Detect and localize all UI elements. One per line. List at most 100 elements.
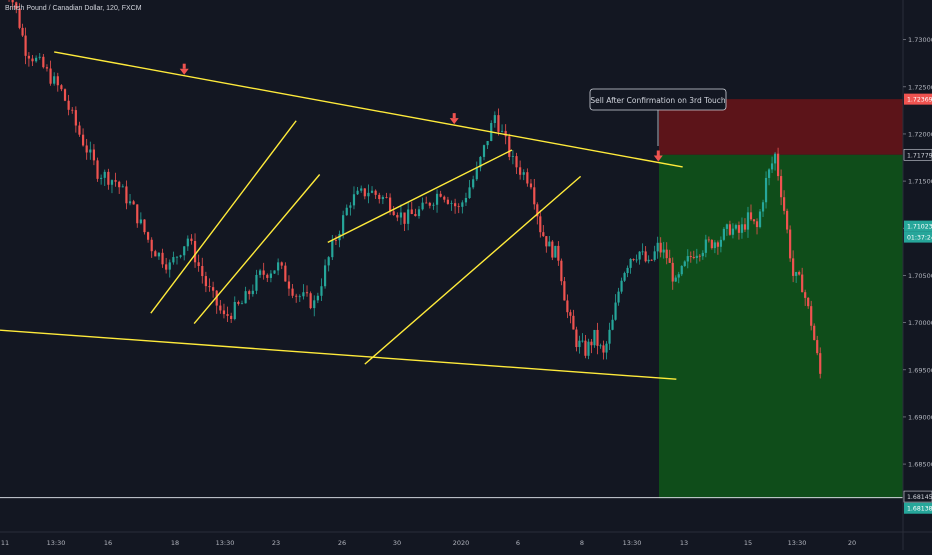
candle-body — [248, 291, 251, 295]
candle-body — [103, 171, 106, 178]
candle-body — [342, 215, 345, 234]
candle-body — [114, 180, 117, 182]
candle-body — [653, 251, 656, 260]
candle-body — [590, 341, 593, 346]
candle-body — [331, 240, 334, 258]
candle-body — [381, 197, 384, 200]
candle-body — [78, 125, 81, 135]
touch-marker-2-stem — [452, 113, 456, 119]
candle-body — [320, 286, 323, 296]
time-tick-label: 23 — [272, 539, 280, 547]
candle-body — [801, 274, 804, 293]
candle-body — [49, 68, 52, 84]
candle-body — [593, 329, 596, 346]
time-tick-label: 20 — [848, 539, 856, 547]
candle-body — [519, 167, 522, 175]
candle-body — [578, 340, 581, 348]
candle-body — [695, 255, 698, 258]
candle-body — [277, 262, 280, 271]
candle-body — [617, 291, 620, 303]
candle-body — [482, 145, 486, 157]
price-tick-label: 1.70000 — [908, 319, 932, 327]
trendline-channel-1b[interactable] — [193, 174, 321, 324]
candle-body — [85, 145, 88, 153]
trendline-channel-2a[interactable] — [327, 149, 513, 244]
candle-body — [150, 239, 153, 252]
candle-body — [737, 225, 741, 233]
candle-body — [251, 290, 254, 295]
touch-marker-2-arrow-icon — [449, 118, 459, 125]
candle-body — [551, 241, 554, 258]
candle-body — [575, 329, 578, 348]
candle-body — [767, 169, 771, 178]
candle-body — [172, 257, 175, 263]
candle-body — [773, 153, 777, 164]
candle-body — [761, 202, 765, 212]
candle-body — [136, 204, 139, 224]
price-tick-label: 1.70500 — [908, 272, 932, 280]
trendline-channel-1a[interactable] — [150, 120, 297, 314]
candle-body — [665, 249, 668, 259]
price-tick-label: 1.72000 — [908, 130, 932, 138]
candle-body — [647, 259, 650, 262]
price-label-countdown-text: 01:37:24 — [907, 235, 932, 242]
candle-body — [632, 258, 635, 260]
candle-body — [743, 224, 747, 230]
candle-body — [810, 306, 813, 326]
candle-body — [644, 251, 647, 262]
candle-body — [356, 190, 359, 195]
annotation-text: Sell After Confirmation on 3rd Touch — [590, 96, 726, 105]
price-label-current — [904, 220, 932, 232]
candle-body — [378, 194, 381, 200]
candle-body — [752, 219, 756, 222]
candle-body — [686, 256, 689, 262]
candle-body — [746, 212, 750, 230]
candle-body — [233, 301, 236, 319]
candle-body — [100, 177, 103, 179]
candle-body — [230, 315, 233, 319]
candle-body — [722, 228, 726, 240]
time-tick-label: 13:30 — [788, 539, 807, 547]
candle-body — [385, 197, 388, 198]
candle-body — [620, 280, 623, 292]
candle-body — [31, 58, 34, 62]
candle-body — [584, 340, 587, 356]
candle-body — [698, 255, 701, 257]
candle-body — [707, 239, 710, 241]
candle-body — [161, 252, 164, 265]
candle-body — [403, 212, 406, 224]
candle-body — [21, 27, 24, 36]
candle-body — [626, 267, 629, 274]
candle-body — [313, 300, 316, 309]
candle-body — [175, 256, 179, 258]
candle-body — [287, 281, 291, 289]
candle-body — [291, 288, 294, 296]
candle-body — [807, 297, 810, 307]
candle-body — [749, 212, 753, 220]
candle-body — [493, 115, 496, 124]
candle-body — [24, 35, 27, 56]
candle-body — [542, 232, 545, 237]
candle-body — [629, 258, 632, 268]
candle-body — [786, 210, 789, 230]
candle-body — [45, 67, 49, 69]
candle-body — [35, 57, 38, 62]
candle-body — [165, 264, 168, 270]
candle-body — [508, 136, 511, 157]
trendline-upper[interactable] — [54, 51, 683, 168]
candle-body — [500, 130, 504, 132]
trendline-lower[interactable] — [0, 329, 677, 380]
trendline-channel-2b[interactable] — [364, 175, 582, 365]
candle-body — [74, 110, 77, 126]
time-tick-label: 6 — [516, 539, 520, 547]
candle-body — [710, 240, 713, 249]
candle-body — [596, 329, 599, 346]
candle-body — [472, 179, 475, 188]
candle-body — [60, 85, 63, 90]
candle-body — [11, 0, 14, 3]
time-tick-label: 13:30 — [623, 539, 642, 547]
candle-body — [215, 290, 218, 306]
candle-body — [302, 292, 305, 297]
